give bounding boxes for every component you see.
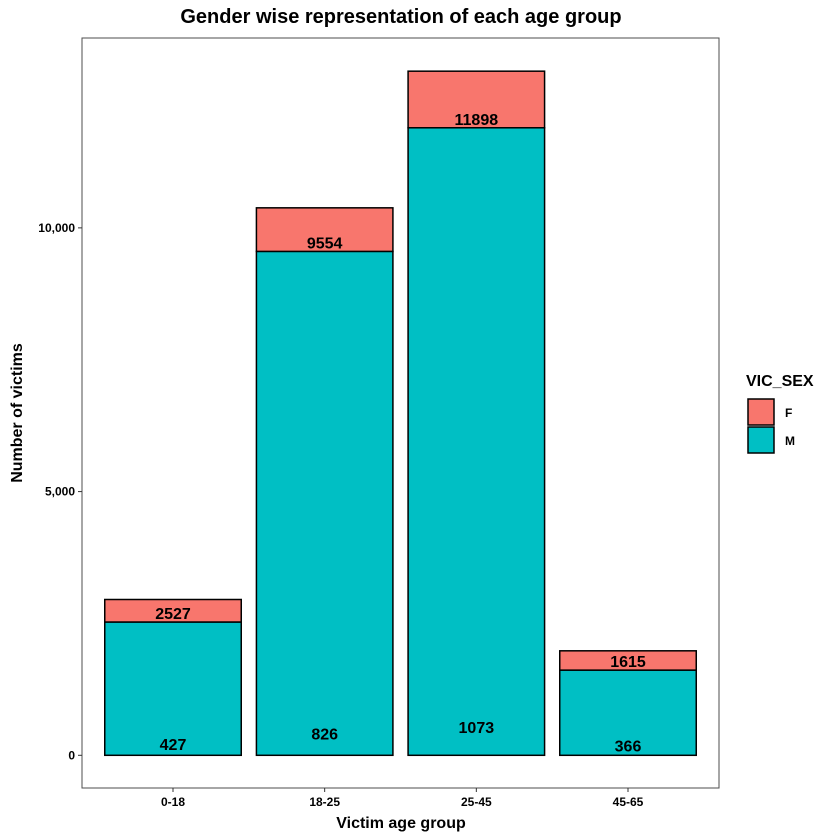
bar-segment-m	[255, 250, 394, 757]
bar-segment-m	[559, 669, 697, 757]
bars-group	[104, 70, 697, 757]
y-tick-label: 0	[68, 748, 75, 762]
y-tick-label: 5,000	[45, 485, 75, 499]
data-label-bottom: 427	[160, 737, 187, 754]
data-label-bottom: 826	[311, 727, 338, 744]
bar-segment-m	[104, 621, 242, 757]
data-label-top: 2527	[155, 606, 191, 623]
legend-label-m: M	[785, 434, 795, 448]
data-label-bottom: 1073	[459, 720, 495, 737]
x-tick-label: 0-18	[161, 795, 185, 809]
y-axis-title: Number of victims	[9, 343, 26, 483]
data-label-bottom: 366	[615, 739, 642, 756]
legend-swatch-m	[747, 426, 775, 454]
legend-title: VIC_SEX	[746, 373, 814, 390]
y-tick-label: 10,000	[38, 221, 75, 235]
bar-segment-m	[407, 127, 546, 757]
legend: VIC_SEX F M	[746, 373, 814, 454]
legend-label-f: F	[785, 406, 792, 420]
data-label-top: 9554	[307, 235, 343, 252]
y-axis: 0 5,000 10,000	[38, 221, 82, 762]
bar-segment-f	[559, 650, 697, 671]
data-label-top: 11898	[455, 112, 499, 129]
legend-swatch-f	[747, 398, 775, 426]
data-label-top: 1615	[610, 654, 646, 671]
x-tick-label: 25-45	[461, 795, 492, 809]
x-axis-title: Victim age group	[336, 815, 466, 832]
bar-segment-f	[407, 70, 546, 129]
x-axis: 0-18 18-25 25-45 45-65	[161, 788, 644, 809]
chart-title: Gender wise representation of each age g…	[180, 6, 621, 28]
x-tick-label: 45-65	[613, 795, 644, 809]
bar-segment-f	[104, 598, 242, 623]
bar-segment-f	[255, 207, 394, 253]
data-labels-group: 2527 427 9554 826 11898 1073 1615 366	[155, 112, 646, 756]
x-tick-label: 18-25	[309, 795, 340, 809]
